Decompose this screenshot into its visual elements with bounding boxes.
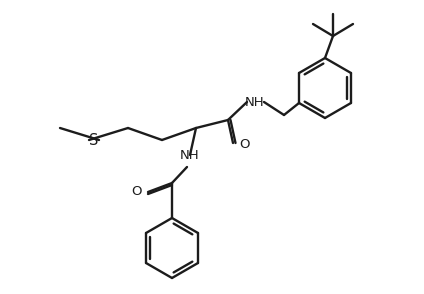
Text: NH: NH: [180, 148, 200, 161]
Text: S: S: [89, 133, 99, 148]
Text: O: O: [131, 185, 142, 198]
Text: NH: NH: [245, 96, 265, 108]
Text: O: O: [239, 138, 249, 151]
